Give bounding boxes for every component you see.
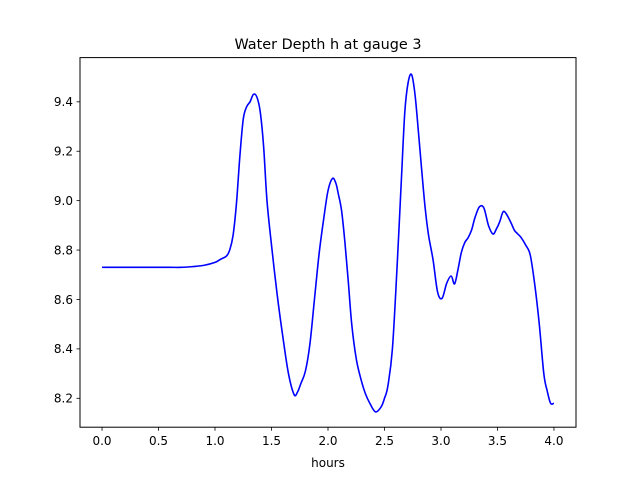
x-tick-label: 4.0 xyxy=(544,434,563,448)
x-tick-label: 3.5 xyxy=(488,434,507,448)
chart-title: Water Depth h at gauge 3 xyxy=(234,37,421,53)
x-tick-label: 3.0 xyxy=(431,434,450,448)
y-tick-label: 9.0 xyxy=(54,194,73,208)
y-tick-label: 9.4 xyxy=(54,95,73,109)
y-tick-label: 8.8 xyxy=(54,243,73,257)
y-tick-label: 8.4 xyxy=(54,342,73,356)
x-tick-label: 2.5 xyxy=(375,434,394,448)
series-line xyxy=(102,73,555,413)
x-axis: 0.0 0.5 1.0 1.5 2.0 2.5 3.0 3.5 4.0 xyxy=(92,427,564,448)
x-tick-label: 2.0 xyxy=(318,434,337,448)
y-axis: 8.2 8.4 8.6 8.8 9.0 9.2 9.4 xyxy=(54,95,80,406)
x-tick-label: 0.0 xyxy=(92,434,111,448)
x-tick-label: 1.0 xyxy=(205,434,224,448)
y-tick-label: 9.2 xyxy=(54,145,73,159)
series-layer xyxy=(102,73,555,413)
x-tick-label: 1.5 xyxy=(262,434,281,448)
x-tick-label: 0.5 xyxy=(149,434,168,448)
y-tick-label: 8.2 xyxy=(54,392,73,406)
y-tick-label: 8.6 xyxy=(54,293,73,307)
x-axis-label: hours xyxy=(311,456,345,470)
plot-area xyxy=(80,57,576,428)
